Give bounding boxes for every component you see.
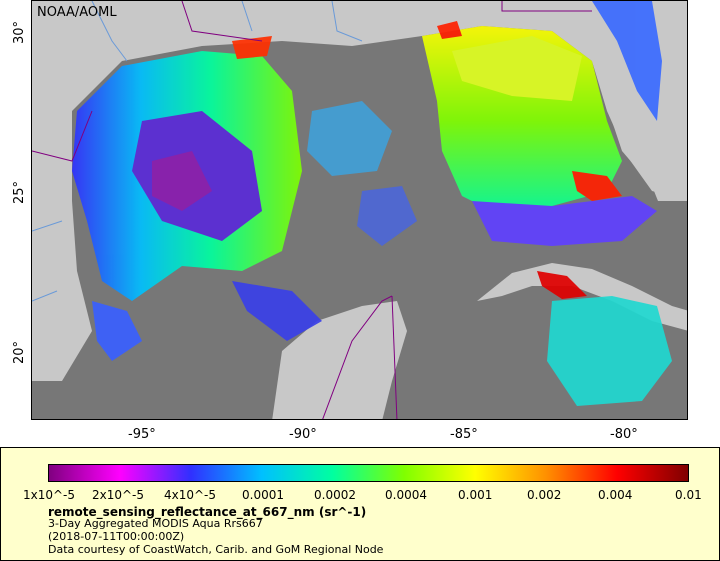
colorbar <box>48 464 689 482</box>
cuba-land <box>477 263 687 331</box>
colorbar-label: 1x10^-5 <box>23 488 76 502</box>
colorbar-label: 0.0002 <box>314 488 356 502</box>
data-credit: Data courtesy of CoastWatch, Carib. and … <box>48 543 384 556</box>
map-panel: NOAA/AOML <box>31 0 688 420</box>
colorbar-label: 0.001 <box>458 488 493 502</box>
gulf-map <box>32 1 687 419</box>
x-tick-label: -80° <box>610 427 638 442</box>
noaa-credit-label: NOAA/AOML <box>37 5 117 20</box>
colorbar-label: 0.002 <box>527 488 562 502</box>
variable-title: remote_sensing_reflectance_at_667_nm (sr… <box>48 505 367 519</box>
colorbar-label: 4x10^-5 <box>164 488 217 502</box>
y-tick-label: 30° <box>12 20 27 44</box>
colorbar-label: 0.0004 <box>385 488 427 502</box>
dataset-description: 3-Day Aggregated MODIS Aqua Rrs667 <box>48 517 263 530</box>
country-borders <box>32 1 592 419</box>
x-tick-label: -90° <box>289 427 317 442</box>
colorbar-label: 0.0001 <box>242 488 284 502</box>
yucatan-land <box>272 301 407 419</box>
colorbar-label: 0.01 <box>675 488 702 502</box>
colorbar-label: 2x10^-5 <box>92 488 145 502</box>
y-tick-label: 20° <box>12 340 27 364</box>
dataset-time: (2018-07-11T00:00:00Z) <box>48 530 185 543</box>
x-tick-label: -95° <box>128 427 156 442</box>
florida-land <box>592 1 687 201</box>
x-tick-label: -85° <box>450 427 478 442</box>
legend-panel: 1x10^-5 2x10^-5 4x10^-5 0.0001 0.0002 0.… <box>0 447 720 561</box>
rivers <box>32 1 363 302</box>
y-tick-label: 25° <box>12 180 27 204</box>
reflectance-data <box>72 1 672 406</box>
colorbar-label: 0.004 <box>598 488 633 502</box>
